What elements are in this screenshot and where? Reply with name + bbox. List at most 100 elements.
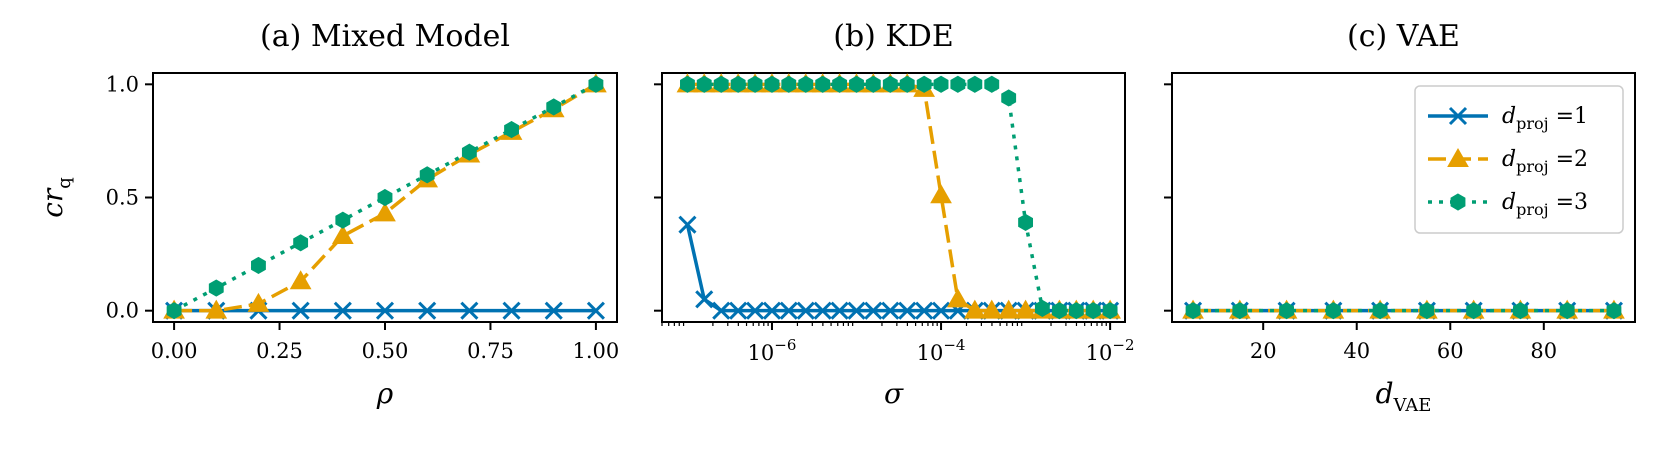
data-point	[208, 279, 224, 297]
data-point	[588, 75, 604, 93]
x-tick-label: 0.00	[151, 339, 198, 363]
series-line	[685, 224, 1111, 313]
data-point	[460, 301, 479, 320]
x-tick-label: 1.00	[573, 339, 620, 363]
data-point	[374, 202, 396, 222]
data-point	[461, 143, 477, 161]
legend-box	[1414, 85, 1624, 234]
data-point	[967, 75, 983, 93]
data-point	[764, 75, 780, 93]
data-point	[798, 75, 814, 93]
data-point	[1018, 213, 1034, 231]
data-point	[781, 75, 797, 93]
series-line	[687, 82, 1111, 313]
series-3	[166, 75, 604, 320]
data-point	[882, 75, 898, 93]
data-point	[980, 299, 1003, 319]
plot-frame	[661, 72, 1126, 323]
data-point	[762, 301, 782, 320]
legend-marker	[1450, 193, 1466, 211]
data-point	[1051, 302, 1067, 320]
data-point	[678, 215, 697, 234]
data-point	[695, 290, 714, 309]
panel-1: (a) Mixed Model 0.0 0.5 1.0 0.00 0.25 0.50 0.75…	[36, 19, 619, 410]
data-point	[747, 75, 763, 93]
x-tick-label: 0.50	[362, 339, 409, 363]
data-point	[712, 301, 731, 320]
data-point	[881, 301, 900, 320]
panel-title: (c) VAE	[1347, 19, 1460, 54]
data-point	[1606, 302, 1622, 320]
legend: dproj =1 dproj =2 dproj =3	[1414, 85, 1624, 234]
x-tick-label: 60	[1437, 339, 1464, 363]
data-point	[779, 301, 798, 320]
panel-title: (b) KDE	[833, 19, 954, 54]
data-point	[1185, 302, 1201, 320]
data-point	[418, 301, 437, 320]
data-point	[680, 75, 695, 93]
legend-marker	[1448, 106, 1468, 126]
data-point	[1279, 302, 1295, 320]
data-point	[832, 75, 848, 93]
data-point	[933, 75, 949, 93]
series-1	[165, 301, 605, 320]
data-point	[950, 75, 966, 93]
legend-entry-2: dproj =2	[1428, 147, 1588, 176]
data-point	[815, 75, 831, 93]
data-point	[864, 301, 883, 320]
data-point	[984, 75, 1000, 93]
x-tick-label: 20	[1250, 339, 1277, 363]
data-point	[1102, 302, 1118, 320]
data-point	[1001, 89, 1017, 107]
data-point	[997, 299, 1020, 319]
data-point	[898, 301, 917, 320]
y-tick-label: 1.0	[106, 72, 139, 96]
legend-label: dproj =2	[1502, 147, 1588, 176]
series-2	[676, 73, 1121, 319]
series-line	[173, 82, 597, 313]
data-point	[796, 301, 815, 320]
x-tick-label: 10−6	[748, 336, 797, 365]
x-tick-label: 0.25	[256, 339, 303, 363]
data-point	[830, 301, 849, 320]
series-1	[678, 215, 1120, 320]
panel-2: (b) KDE 10−6 10−4 10−2 σ	[654, 19, 1135, 410]
data-point	[247, 292, 270, 312]
data-point	[166, 302, 182, 320]
series-3	[680, 75, 1118, 320]
data-point	[544, 301, 563, 320]
x-axis-label: σ	[884, 377, 904, 410]
data-point	[916, 75, 932, 93]
series-3	[1185, 302, 1622, 320]
data-point	[931, 301, 951, 320]
data-point	[963, 299, 986, 319]
x-axis-label: dVAE	[1376, 377, 1432, 416]
data-point	[546, 98, 562, 116]
legend-label: dproj =3	[1502, 190, 1588, 219]
legend-marker	[1447, 147, 1469, 167]
data-point	[847, 301, 866, 320]
data-point	[730, 75, 746, 93]
x-tick-label: 10−4	[917, 336, 966, 365]
data-point	[289, 270, 312, 290]
data-point	[419, 166, 435, 184]
data-point	[899, 75, 915, 93]
data-point	[375, 301, 395, 320]
legend-label: dproj =1	[1502, 104, 1588, 133]
x-axis-label: ρ	[376, 377, 394, 410]
data-point	[331, 224, 354, 244]
x-tick-label: 80	[1530, 339, 1557, 363]
data-point	[849, 75, 864, 93]
data-point	[713, 75, 729, 93]
data-point	[1372, 302, 1388, 320]
x-tick-label: 40	[1343, 339, 1370, 363]
y-axis-label: crq	[36, 177, 75, 218]
data-point	[333, 301, 352, 320]
panel-title: (a) Mixed Model	[260, 19, 510, 54]
data-point	[504, 121, 519, 139]
data-point	[1419, 302, 1435, 320]
data-point	[696, 75, 712, 93]
data-point	[1232, 302, 1248, 320]
